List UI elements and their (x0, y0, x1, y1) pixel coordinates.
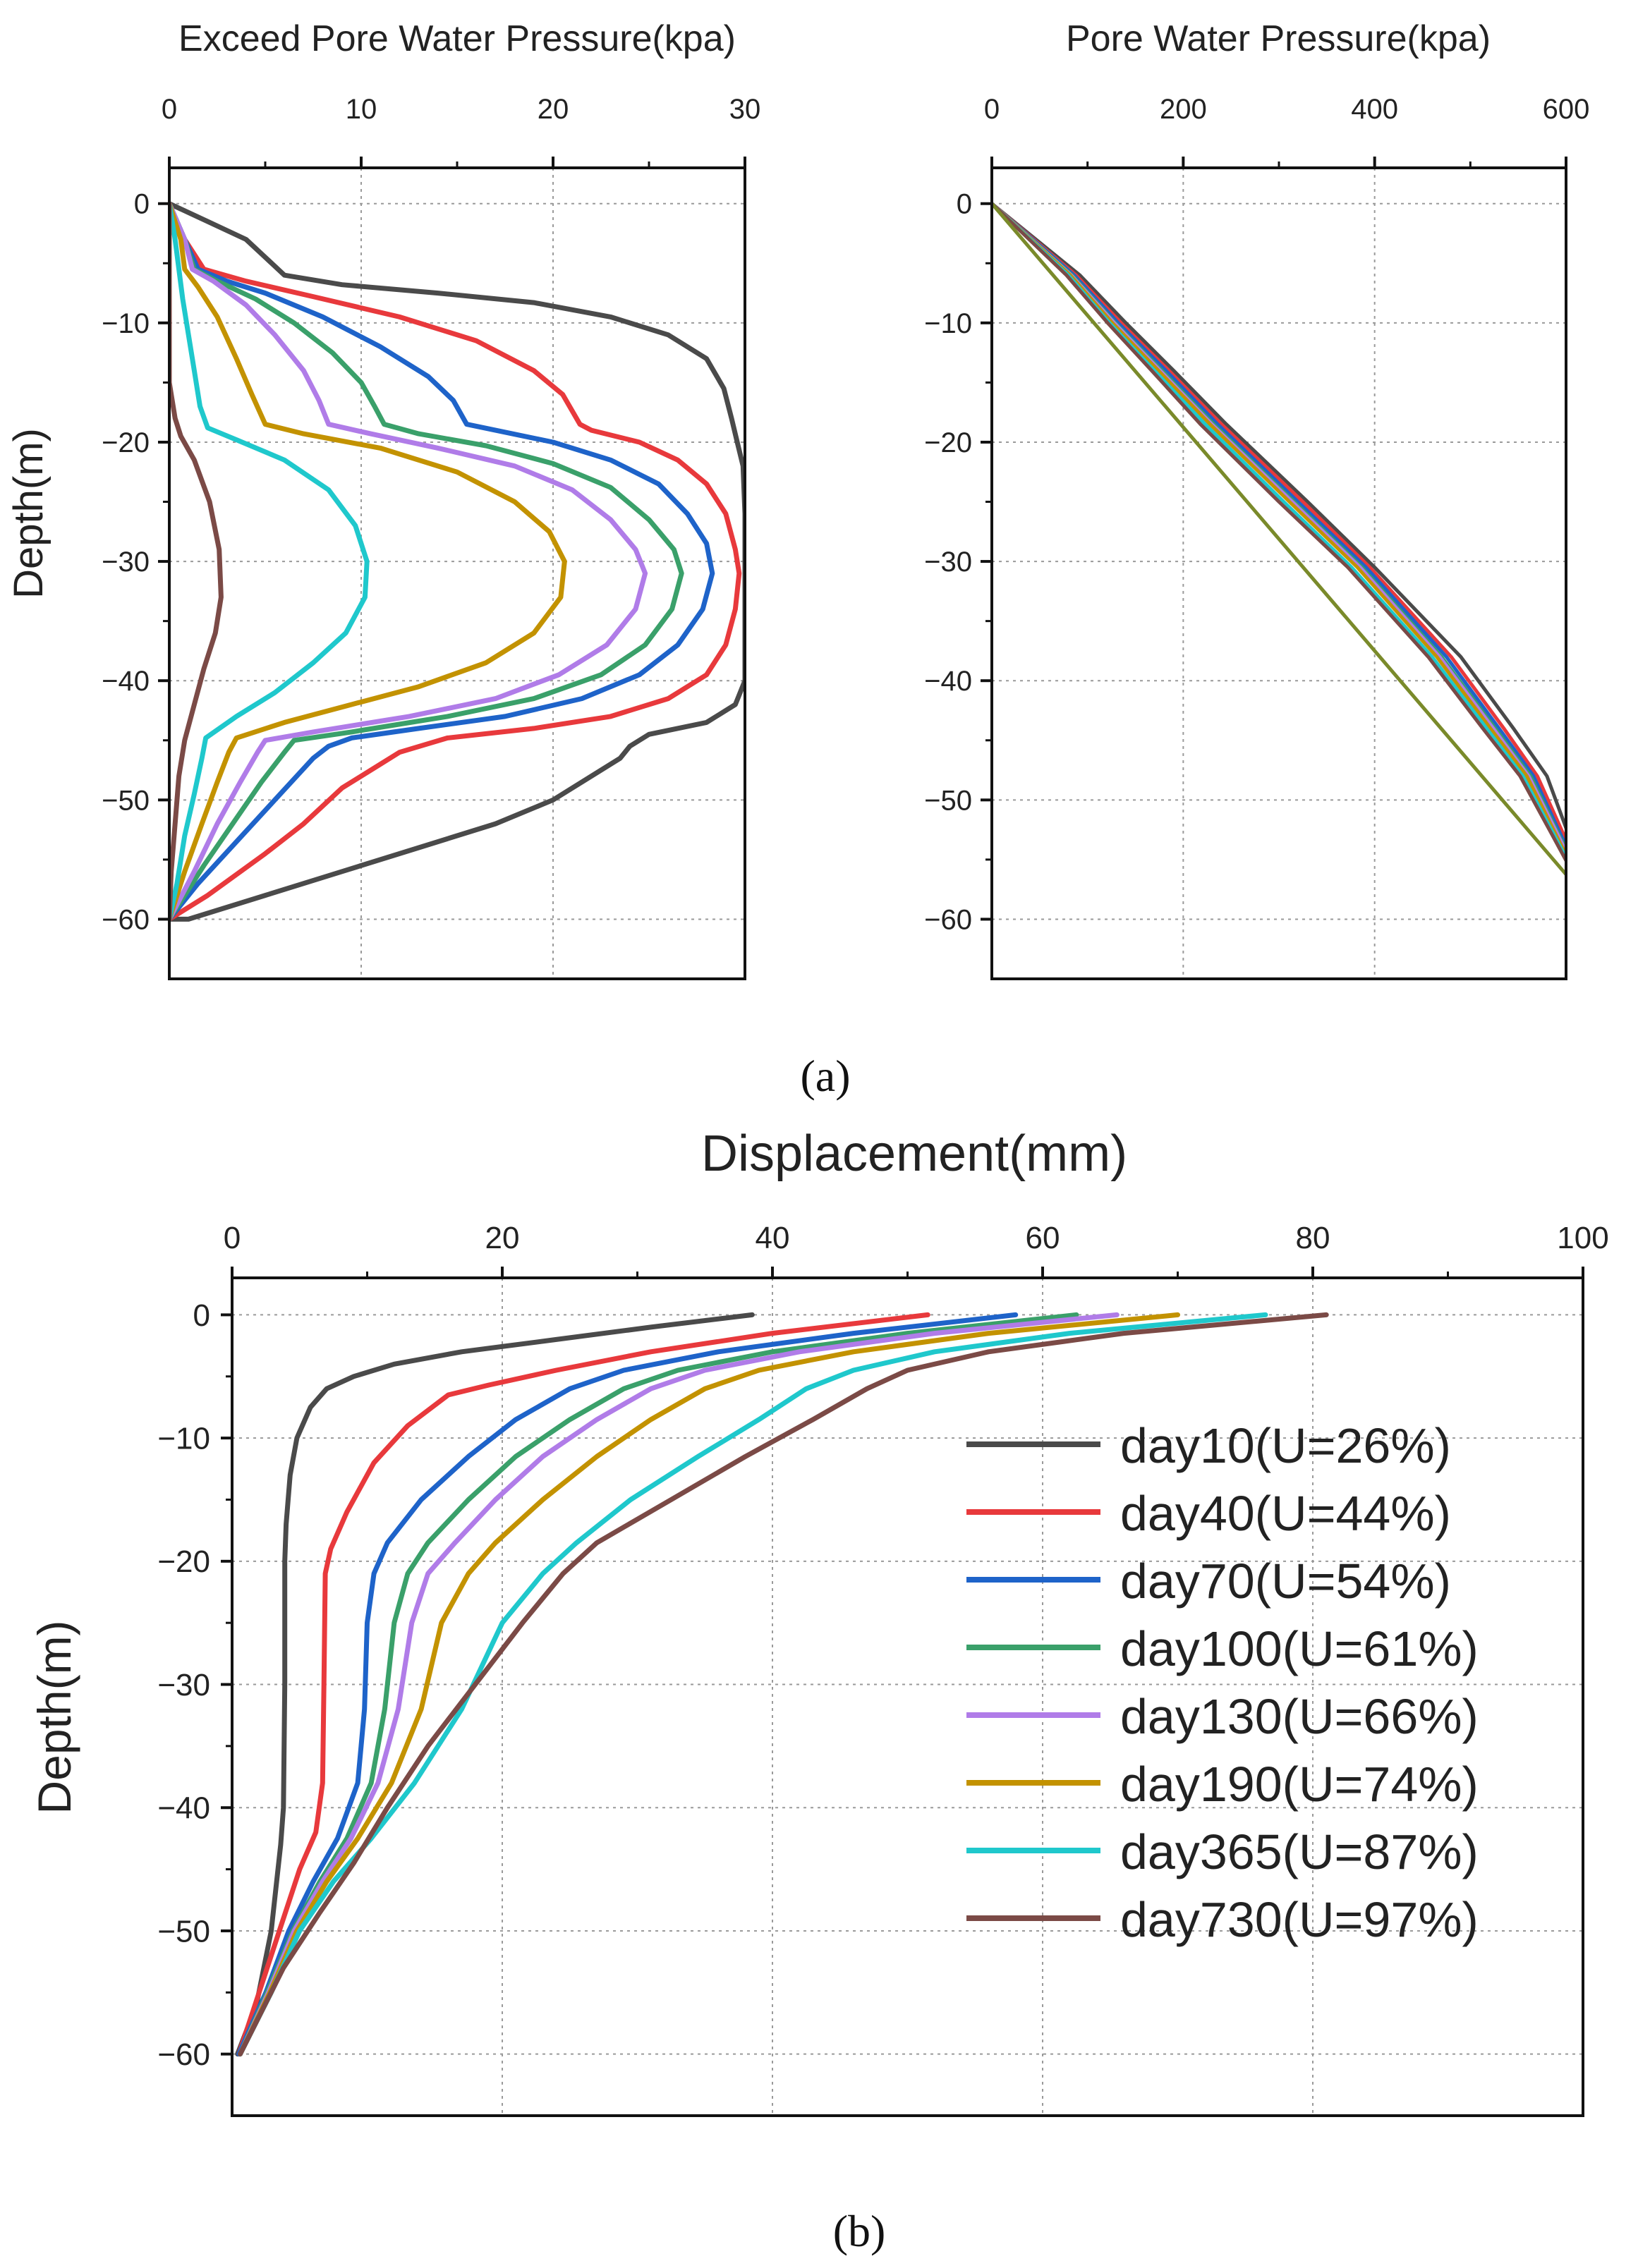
x-tick-label: 20 (485, 1221, 520, 1255)
series-line (992, 202, 1566, 865)
series-line (238, 1312, 1180, 2057)
panel-b-label: (b) (833, 2206, 886, 2256)
x-tick-label: 100 (1557, 1221, 1608, 1255)
legend-item: day365(U=87%) (966, 1824, 1479, 1879)
series-line (236, 1312, 1019, 2057)
x-tick-label: 30 (729, 94, 761, 125)
y-tick-label: −60 (102, 904, 150, 935)
y-tick-label: −20 (924, 427, 972, 458)
series-line (169, 201, 684, 922)
series-line (169, 201, 745, 922)
y-tick-label: −30 (102, 547, 150, 578)
x-tick-label: 20 (538, 94, 569, 125)
legend-label: day365(U=87%) (1120, 1824, 1479, 1879)
series-line (169, 201, 715, 922)
excess-pore-pressure-chart: Exceed Pore Water Pressure(kpa) Depth(m)… (6, 18, 761, 980)
series-line (238, 1312, 1268, 2057)
y-tick-label: −20 (157, 1544, 210, 1579)
y-tick-label: −10 (157, 1422, 210, 1456)
series-line (169, 201, 567, 922)
y-tick-label: −10 (924, 308, 972, 339)
y-tick-label: −60 (157, 2037, 210, 2072)
pore-gridlines (992, 168, 1566, 979)
legend-item: day130(U=66%) (966, 1689, 1479, 1744)
x-tick-label: 80 (1296, 1221, 1330, 1255)
legend-label: day70(U=54%) (1120, 1554, 1451, 1609)
y-tick-label: 0 (134, 189, 150, 220)
x-tick-label: 10 (346, 94, 377, 125)
excess-series (169, 201, 745, 922)
x-tick-label: 0 (984, 94, 1000, 125)
pore-series (992, 202, 1566, 877)
legend-item: day10(U=26%) (966, 1418, 1451, 1473)
y-tick-label: −40 (157, 1791, 210, 1826)
series-line (238, 1312, 1329, 2057)
x-tick-label: 600 (1543, 94, 1590, 125)
legend-label: day130(U=66%) (1120, 1689, 1479, 1744)
x-tick-label: 40 (756, 1221, 790, 1255)
legend-item: day70(U=54%) (966, 1554, 1451, 1609)
legend: day10(U=26%) day40(U=44%) day70(U=54%) day1… (966, 1418, 1479, 1947)
pore-chart-title: Pore Water Pressure(kpa) (1066, 18, 1491, 59)
y-tick-label: 0 (957, 189, 972, 220)
legend-label: day10(U=26%) (1120, 1418, 1451, 1473)
x-tick-label: 0 (162, 94, 177, 125)
series-line (169, 201, 370, 922)
legend-label: day40(U=44%) (1120, 1486, 1451, 1541)
y-tick-label: −30 (924, 547, 972, 578)
displacement-chart-title: Displacement(mm) (701, 1126, 1127, 1182)
x-tick-label: 400 (1351, 94, 1398, 125)
excess-gridlines (169, 168, 745, 979)
legend-item: day190(U=74%) (966, 1757, 1479, 1812)
excess-chart-title: Exceed Pore Water Pressure(kpa) (178, 18, 736, 59)
series-line (169, 201, 648, 922)
x-tick-label: 200 (1160, 94, 1207, 125)
y-tick-label: −50 (924, 785, 972, 816)
legend-label: day100(U=61%) (1120, 1621, 1479, 1676)
y-tick-label: −20 (102, 427, 150, 458)
x-tick-label: 60 (1026, 1221, 1060, 1255)
pore-pressure-chart: Pore Water Pressure(kpa) 0 200 400 600 0 −10 −… (924, 18, 1590, 980)
disp-series (235, 1312, 1329, 2057)
panel-a-label: (a) (800, 1051, 850, 1101)
legend-label: day190(U=74%) (1120, 1757, 1479, 1812)
series-line (238, 1312, 1120, 2057)
y-tick-label: −40 (924, 666, 972, 697)
legend-label: day730(U=97%) (1120, 1892, 1479, 1947)
series-line (235, 1312, 755, 2057)
legend-item: day40(U=44%) (966, 1486, 1451, 1541)
y-tick-label: 0 (193, 1298, 210, 1333)
series-line (992, 202, 1566, 834)
y-tick-label: −50 (157, 1914, 210, 1949)
y-tick-label: −60 (924, 904, 972, 935)
legend-item: day730(U=97%) (966, 1892, 1479, 1947)
disp-gridlines (232, 1278, 1583, 2116)
series-line (992, 202, 1566, 877)
excess-y-axis-label: Depth(m) (6, 428, 51, 599)
y-tick-label: −50 (102, 785, 150, 816)
y-tick-label: −10 (102, 308, 150, 339)
legend-item: day100(U=61%) (966, 1621, 1479, 1676)
y-tick-label: −30 (157, 1668, 210, 1702)
series-line (992, 202, 1566, 845)
displacement-y-axis-label: Depth(m) (28, 1620, 80, 1814)
series-line (236, 1312, 930, 2057)
series-line (169, 201, 224, 922)
displacement-chart: Displacement(mm) Depth(m) 0 20 40 60 80 100 0 −… (28, 1126, 1609, 2117)
series-line (169, 201, 742, 922)
y-tick-label: −40 (102, 666, 150, 697)
x-tick-label: 0 (224, 1221, 241, 1255)
